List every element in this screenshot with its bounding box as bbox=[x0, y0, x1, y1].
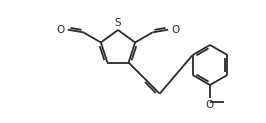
Text: O: O bbox=[57, 25, 65, 35]
Text: S: S bbox=[115, 17, 121, 28]
Text: O: O bbox=[206, 100, 214, 109]
Text: O: O bbox=[171, 25, 180, 35]
